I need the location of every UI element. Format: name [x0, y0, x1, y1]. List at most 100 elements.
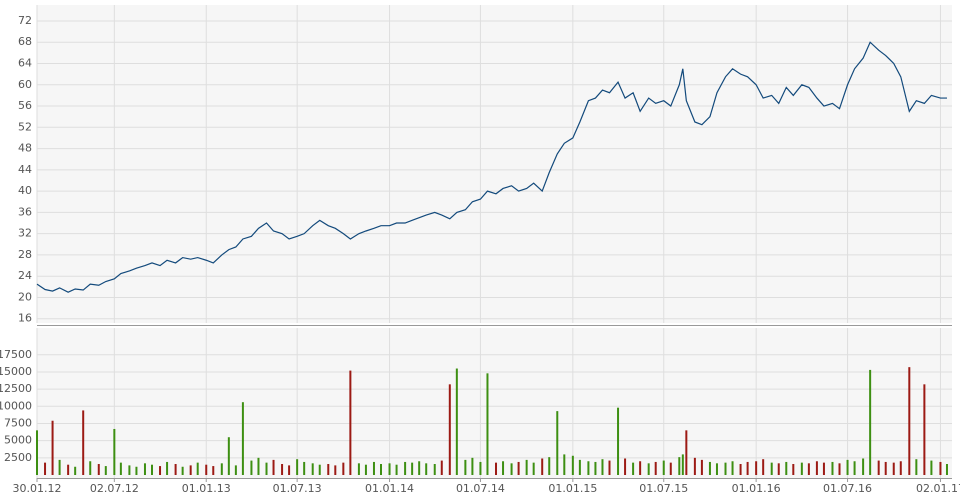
- y-tick-label: 56: [18, 99, 32, 112]
- volume-bar: [731, 461, 734, 475]
- volume-bar: [327, 464, 330, 475]
- volume-bar: [877, 460, 880, 475]
- y-tick-label: 12500: [0, 382, 32, 395]
- volume-bar: [892, 462, 895, 475]
- volume-bar: [36, 430, 38, 475]
- volume-bar: [311, 463, 314, 475]
- volume-bar: [104, 466, 107, 475]
- volume-bar: [257, 457, 260, 475]
- volume-bar: [166, 461, 169, 475]
- volume-bar: [785, 461, 788, 475]
- volume-bar: [915, 459, 918, 475]
- volume-bar: [800, 462, 803, 475]
- volume-bar: [556, 411, 559, 475]
- volume-bar: [234, 465, 237, 475]
- volume-bar: [380, 464, 383, 475]
- volume-bar: [792, 464, 795, 475]
- volume-bar: [128, 465, 131, 475]
- volume-bar: [654, 461, 657, 475]
- y-tick-label: 72: [18, 14, 32, 27]
- volume-bar: [532, 462, 535, 475]
- volume-bar: [119, 462, 122, 475]
- volume-bar: [357, 463, 360, 475]
- volume-bar: [342, 462, 345, 475]
- volume-bar: [97, 464, 100, 475]
- volume-bar: [525, 459, 528, 475]
- volume-bar: [388, 463, 391, 475]
- x-tick-label: 01.01.14: [365, 482, 414, 495]
- volume-bar: [372, 461, 375, 475]
- volume-bar: [899, 461, 902, 475]
- price-panel: [37, 5, 952, 323]
- volume-bar: [739, 464, 742, 475]
- volume-bar: [296, 459, 299, 475]
- volume-bar: [617, 407, 620, 475]
- volume-bar: [807, 463, 810, 475]
- volume-bar: [647, 463, 650, 475]
- volume-bar: [395, 464, 398, 475]
- volume-bar: [425, 463, 428, 475]
- volume-bar: [681, 454, 684, 475]
- volume-bar: [67, 464, 70, 475]
- volume-bar: [708, 461, 711, 475]
- volume-bar: [181, 466, 184, 475]
- volume-bar: [693, 457, 696, 475]
- volume-bar: [624, 458, 627, 475]
- volume-bar: [587, 461, 590, 475]
- volume-bar: [831, 461, 834, 475]
- y-tick-label: 24: [18, 269, 32, 282]
- volume-bar: [639, 461, 642, 475]
- volume-bar: [770, 462, 773, 475]
- x-tick-label: 01.07.13: [273, 482, 322, 495]
- volume-bar: [486, 373, 489, 475]
- y-tick-label: 48: [18, 142, 32, 155]
- volume-bar: [174, 464, 177, 475]
- volume-panel: [37, 328, 952, 478]
- volume-bar: [151, 464, 154, 475]
- volume-bar: [448, 384, 451, 475]
- volume-bar: [862, 458, 865, 475]
- volume-bar: [510, 463, 513, 475]
- volume-bar: [724, 462, 727, 475]
- volume-bar: [318, 464, 321, 475]
- volume-bar: [853, 461, 856, 475]
- volume-bar: [479, 461, 482, 475]
- volume-bar: [930, 460, 933, 475]
- volume-bar: [923, 384, 926, 475]
- volume-bar: [113, 428, 116, 475]
- volume-bar: [594, 461, 597, 475]
- volume-bar: [563, 454, 566, 475]
- volume-bar: [227, 437, 230, 475]
- x-tick-label: 01.01.15: [548, 482, 597, 495]
- volume-bar: [884, 461, 887, 475]
- volume-bar: [212, 466, 215, 475]
- volume-bar: [662, 460, 665, 475]
- volume-bar: [364, 464, 367, 475]
- volume-bar: [715, 463, 718, 475]
- x-tick-label: 01.01.16: [732, 482, 781, 495]
- volume-bar: [777, 463, 780, 475]
- volume-bar: [908, 367, 911, 475]
- volume-bar: [82, 410, 85, 475]
- volume-bar: [220, 463, 223, 475]
- volume-bar: [678, 457, 681, 475]
- y-tick-label: 28: [18, 248, 32, 261]
- volume-bar: [205, 464, 208, 475]
- y-tick-label: 20: [18, 290, 32, 303]
- volume-bar: [433, 464, 436, 475]
- volume-bar: [632, 462, 635, 475]
- x-tick-label: 01.01.13: [182, 482, 231, 495]
- volume-bar: [51, 420, 54, 475]
- y-tick-label: 68: [18, 35, 32, 48]
- volume-bar: [541, 458, 544, 475]
- volume-bar: [44, 462, 47, 475]
- volume-bar: [601, 459, 604, 475]
- volume-bar: [303, 461, 306, 475]
- y-tick-label: 7500: [4, 416, 32, 429]
- y-tick-label: 40: [18, 184, 32, 197]
- volume-bar: [846, 459, 849, 475]
- x-tick-label: 02.01.17: [916, 482, 960, 495]
- y-tick-label: 32: [18, 227, 32, 240]
